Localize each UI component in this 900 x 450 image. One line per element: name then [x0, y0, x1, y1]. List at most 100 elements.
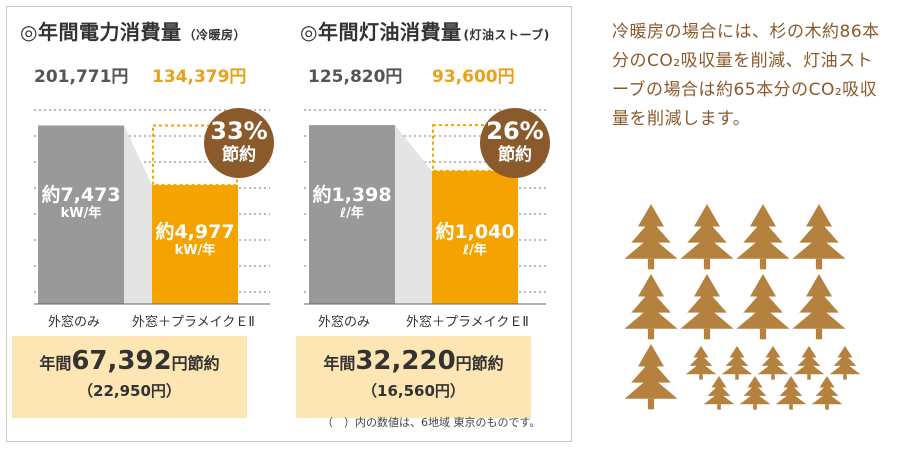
reduction-shadow: [395, 125, 432, 304]
tree-foliage: [736, 236, 790, 259]
tree-trunk: [647, 328, 655, 340]
tree-foliage: [693, 346, 709, 358]
cedar-tree-icon: [792, 274, 846, 340]
tree-trunk: [703, 328, 711, 340]
tree-trunk: [815, 258, 823, 270]
bar-plot: [304, 109, 546, 305]
tree-foliage: [815, 384, 839, 396]
cost-label-after: 134,379円: [152, 67, 247, 87]
co2-description: 冷暖房の場合には、杉の木約86本分のCO₂吸収量を削減、灯油ストーブの場合は約6…: [612, 22, 880, 129]
cedar-tree-icon: [721, 346, 753, 380]
cedar-tree-icon: [736, 274, 790, 340]
electricity-chart: ◎年間電力消費量 （冷暖房） 201,771円 134,379円 約7,473 kW…: [12, 14, 280, 434]
tree-foliage: [811, 392, 843, 405]
tree-foliage: [638, 344, 664, 367]
cost-label-after: 93,600円: [432, 67, 515, 87]
tree-trunk: [735, 374, 739, 380]
tree-trunk: [717, 404, 721, 410]
cost-label-before: 125,820円: [308, 67, 403, 87]
cedar-tree-icon: [792, 204, 846, 270]
tree-foliage: [736, 306, 790, 329]
tree-foliage: [783, 376, 799, 388]
tree-foliage: [625, 236, 678, 259]
tree-foliage: [833, 354, 857, 366]
tree-trunk: [647, 258, 655, 270]
cedar-tree-icon: [625, 274, 678, 340]
tree-foliage: [725, 354, 749, 366]
cedar-tree-icon: [757, 346, 789, 380]
tree-trunk: [699, 374, 703, 380]
tree-foliage: [631, 360, 671, 383]
savings-badge: 33% 節約: [204, 108, 274, 178]
tree-foliage: [638, 204, 664, 227]
cost-label-before: 201,771円: [34, 67, 129, 87]
reduction-shadow: [124, 125, 152, 304]
tree-foliage: [687, 290, 727, 313]
tree-foliage: [631, 220, 671, 243]
cedar-tree-icon: [775, 376, 807, 410]
tree-trunk: [753, 404, 757, 410]
tree-foliage: [689, 354, 713, 366]
bar-after: [432, 170, 518, 304]
tree-foliage: [765, 346, 781, 358]
tree-foliage: [793, 362, 825, 375]
category-label: 外窓のみ: [318, 315, 371, 330]
cedar-tree-icon: [829, 346, 861, 380]
tree-foliage: [729, 346, 745, 358]
annual-savings-box: 年間32,220円節約 （16,560円）: [296, 336, 531, 418]
tree-foliage: [792, 236, 846, 259]
tree-foliage: [743, 290, 783, 313]
cedar-tree-icon: [703, 376, 735, 410]
cedar-tree-icon: [625, 204, 678, 270]
category-label: 外窓のみ: [48, 315, 101, 330]
category-label: 外窓＋プラメイクＥⅡ: [132, 315, 255, 330]
tree-foliage: [806, 274, 832, 297]
tree-trunk: [789, 404, 793, 410]
tree-foliage: [819, 376, 835, 388]
reduction-outline: [152, 124, 238, 187]
tree-foliage: [739, 392, 771, 405]
tree-foliage: [837, 346, 853, 358]
cedar-tree-icon: [625, 344, 678, 410]
tree-trunk: [759, 328, 767, 340]
chart-title: ◎年間電力消費量 （冷暖房）: [20, 20, 246, 44]
tree-foliage: [801, 346, 817, 358]
tree-trunk: [825, 404, 829, 410]
bar-value-after: 約4,977 kW/年: [155, 221, 235, 258]
tree-foliage: [757, 362, 789, 375]
cedar-tree-icon: [680, 204, 734, 270]
tree-foliage: [694, 204, 720, 227]
bar-value-after: 約1,040 ℓ/年: [435, 221, 515, 258]
tree-foliage: [703, 392, 735, 405]
tree-foliage: [711, 376, 727, 388]
category-label: 外窓＋プラメイクＥⅡ: [406, 315, 529, 330]
tree-foliage: [743, 384, 767, 396]
tree-foliage: [761, 354, 785, 366]
bar-value-before: 約1,398 ℓ/年: [312, 184, 392, 221]
cedar-tree-icon: [680, 274, 734, 340]
bar-after: [152, 185, 238, 304]
savings-badge: 26% 節約: [480, 108, 550, 178]
tree-trunk: [815, 328, 823, 340]
chart-title: ◎年間灯油消費量 (灯油ストーブ): [300, 20, 550, 44]
cedar-tree-icon: [739, 376, 771, 410]
tree-foliage: [779, 384, 803, 396]
cedar-tree-icon: [685, 346, 717, 380]
tree-foliage: [829, 362, 861, 375]
tree-foliage: [707, 384, 731, 396]
tree-foliage: [685, 362, 717, 375]
tree-trunk: [647, 398, 655, 410]
cedar-trees-illustration: [625, 204, 861, 410]
tree-trunk: [807, 374, 811, 380]
cedar-tree-icon: [811, 376, 843, 410]
tree-foliage: [775, 392, 807, 405]
tree-foliage: [799, 220, 839, 243]
tree-trunk: [759, 258, 767, 270]
tree-foliage: [638, 274, 664, 297]
footnote: （ ）内の数値は、6地域 東京のものです。: [322, 416, 541, 429]
tree-foliage: [680, 236, 734, 259]
tree-foliage: [631, 290, 671, 313]
tree-trunk: [703, 258, 711, 270]
bar-value-before: 約7,473 kW/年: [41, 184, 121, 221]
bar-before: [38, 125, 124, 304]
